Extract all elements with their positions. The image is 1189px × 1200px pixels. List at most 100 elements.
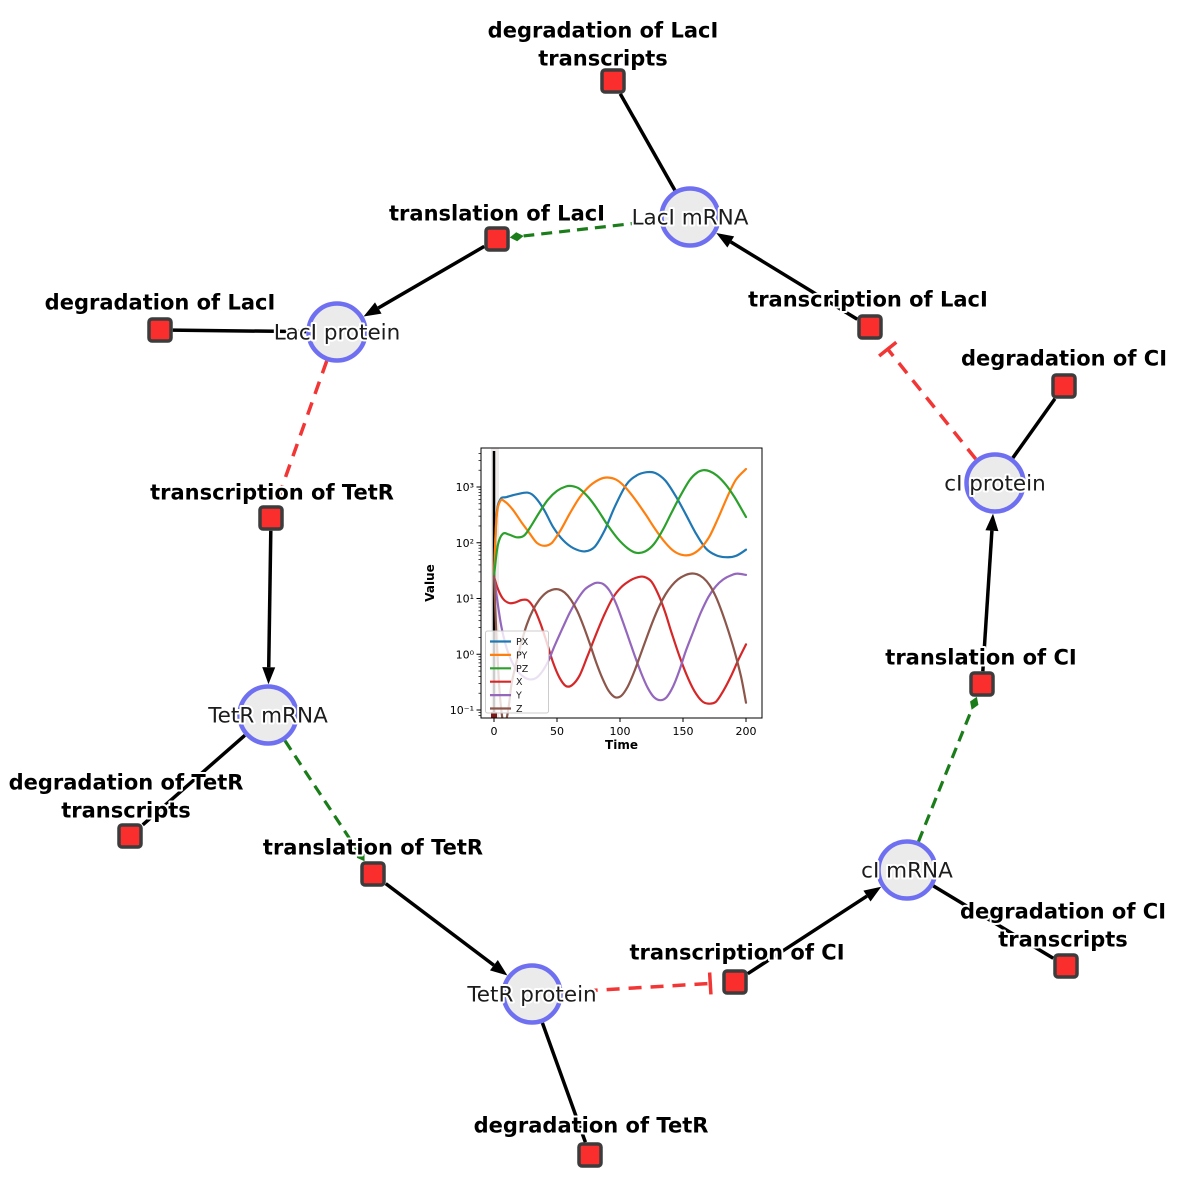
species-node-ci_protein: [964, 452, 1026, 514]
reaction-node-translation_tetr: [360, 861, 386, 887]
reaction-node-translation_laci: [484, 226, 510, 252]
edge-modifier-tetr_mrna-to-translation_tetr: [283, 739, 359, 851]
reaction-label-deg_laci_tx: transcripts: [538, 47, 668, 71]
reaction-label-deg_tetr: degradation of TetR: [474, 1114, 709, 1138]
reaction-label-deg_tetr_tx: transcripts: [61, 799, 191, 823]
y-tick-label: 10¹: [456, 593, 474, 606]
x-tick-label: 150: [673, 725, 694, 738]
edge-production-translation_tetr-to-tetr_protein-arrowhead: [489, 960, 508, 976]
chart-legend: PX PY PZ XYZ: [485, 630, 549, 715]
edge-modifier-laci_mrna-to-translation_laci: [523, 218, 660, 238]
event-marker: [491, 712, 497, 718]
reaction-label-deg_ci_tx: transcripts: [998, 928, 1128, 952]
edge-consumption-laci_mrna-to-deg_laci_tx: [618, 92, 677, 192]
edge-production-transcription_laci-to-laci_mrna: [729, 240, 859, 321]
reaction-label-transcription_laci: transcription of LacI: [748, 288, 988, 312]
nodes-layer: [117, 68, 1079, 1168]
edge-production-translation_ci-to-ci_protein: [981, 530, 994, 672]
reaction-node-deg_laci: [147, 317, 173, 343]
reaction-node-transcription_ci: [722, 969, 748, 995]
x-tick-label: 50: [550, 725, 564, 738]
y-axis-title: Value: [423, 564, 437, 602]
legend-label-X: X: [516, 677, 523, 688]
edge-modifier-ci_mrna-to-translation_ci-diamond: [970, 696, 979, 710]
edge-inhibition-ci_protein-to-transcription_laci-tee-bar: [878, 340, 898, 358]
edge-modifier-tetr_mrna-to-translation_tetr-diamond: [356, 849, 365, 862]
y-axis: 10⁻¹ 10⁰ 10¹ 10² 10³: [450, 453, 481, 717]
reaction-label-deg_laci_tx: degradation of LacI: [488, 19, 719, 43]
reaction-label-transcription_tetr: transcription of TetR: [150, 481, 394, 505]
edge-inhibition-laci_protein-to-transcription_tetr-tee-bar: [268, 488, 291, 500]
species-node-laci_protein: [306, 301, 368, 363]
edge-inhibition-tetr_protein-to-transcription_ci: [562, 981, 711, 994]
reaction-node-deg_ci_tx: [1053, 953, 1079, 979]
edge-production-transcription_ci-to-ci_mrna: [746, 894, 868, 976]
species-label-tetr_protein: TetR protein: [466, 983, 596, 1008]
species-node-laci_mrna: [659, 186, 721, 248]
y-tick-label: 10²: [456, 537, 474, 550]
x-axis: 0 50 100 150 200 Time: [491, 718, 757, 752]
legend-label-PZ: PZ: [516, 664, 529, 675]
series-line-PX: [492, 470, 748, 578]
edge-modifier-ci_mrna-to-translation_ci: [917, 709, 974, 843]
y-tick-label: 10⁰: [456, 648, 475, 661]
reaction-label-translation_laci: translation of LacI: [389, 202, 605, 226]
reaction-label-deg_ci_tx: degradation of CI: [960, 900, 1166, 924]
reaction-node-deg_tetr_tx: [117, 823, 143, 849]
edge-production-translation_laci-to-laci_protein-arrowhead: [363, 302, 382, 317]
legend-label-PY: PY: [516, 650, 528, 661]
reaction-node-translation_ci: [969, 671, 995, 697]
edge-production-translation_laci-to-laci_protein: [377, 244, 486, 310]
edge-inhibition-tetr_protein-to-transcription_ci-tee-bar: [707, 972, 713, 995]
edge-inhibition-laci_protein-to-transcription_tetr: [277, 360, 329, 495]
species-label-laci_protein: LacI protein: [274, 321, 401, 346]
series-line-X: [492, 575, 748, 705]
edge-consumption-ci_protein-to-deg_ci: [1011, 397, 1057, 459]
legend-box: [485, 630, 549, 714]
axes-frame: [480, 447, 763, 719]
species-label-laci_mrna: LacI mRNA: [632, 206, 749, 231]
legend-label-Z: Z: [516, 704, 523, 715]
reaction-node-deg_tetr: [577, 1142, 603, 1168]
species-node-tetr_mrna: [237, 684, 299, 746]
species-label-ci_protein: cI protein: [944, 472, 1045, 497]
reaction-label-deg_laci: degradation of LacI: [45, 291, 276, 315]
reaction-label-translation_tetr: translation of TetR: [263, 836, 483, 860]
x-tick-label: 100: [610, 725, 631, 738]
series-line-PZ: [492, 469, 748, 578]
edge-consumption-tetr_mrna-to-deg_tetr_tx: [141, 733, 247, 827]
reaction-label-translation_ci: translation of CI: [885, 646, 1076, 670]
series-line-PY: [492, 467, 748, 578]
reaction-label-transcription_ci: transcription of CI: [629, 941, 844, 965]
x-tick-label: 200: [736, 725, 757, 738]
edge-consumption-laci_protein-to-deg_laci: [172, 328, 307, 334]
species-node-tetr_protein: [501, 963, 563, 1025]
reaction-node-transcription_laci: [857, 314, 883, 340]
edge-production-translation_ci-to-ci_protein-arrowhead: [985, 513, 999, 532]
reaction-label-deg_tetr_tx: degradation of TetR: [9, 771, 244, 795]
legend-label-Y: Y: [515, 691, 522, 702]
species-node-ci_mrna: [876, 839, 938, 901]
edge-modifier-laci_mrna-to-translation_laci-diamond: [509, 232, 524, 242]
reaction-node-transcription_tetr: [258, 505, 284, 531]
edge-consumption-ci_mrna-to-deg_ci_tx: [932, 884, 1055, 960]
x-axis-title: Time: [605, 738, 638, 752]
y-tick-label: 10³: [456, 481, 474, 494]
edge-production-transcription_laci-to-laci_mrna-arrowhead: [716, 233, 735, 248]
reaction-label-deg_ci: degradation of CI: [961, 347, 1167, 371]
edge-production-transcription_tetr-to-tetr_mrna-arrowhead: [262, 667, 276, 685]
labels-layer: degradation of LacI transcripts translatio…: [7, 17, 1169, 1140]
edge-production-transcription_ci-to-ci_mrna-arrowhead: [863, 886, 882, 902]
edge-consumption-tetr_protein-to-deg_tetr: [540, 1022, 588, 1143]
species-label-ci_mrna: cI mRNA: [861, 859, 953, 884]
edge-inhibition-ci_protein-to-transcription_laci: [886, 348, 978, 461]
reaction-node-deg_laci_tx: [600, 68, 626, 94]
y-tick-label: 10⁻¹: [450, 704, 474, 717]
x-tick-label: 0: [491, 725, 498, 738]
species-label-tetr_mrna: TetR mRNA: [207, 704, 328, 729]
reaction-node-deg_ci: [1051, 373, 1077, 399]
legend-label-PX: PX: [516, 637, 529, 648]
edges-layer: [141, 92, 1057, 1143]
